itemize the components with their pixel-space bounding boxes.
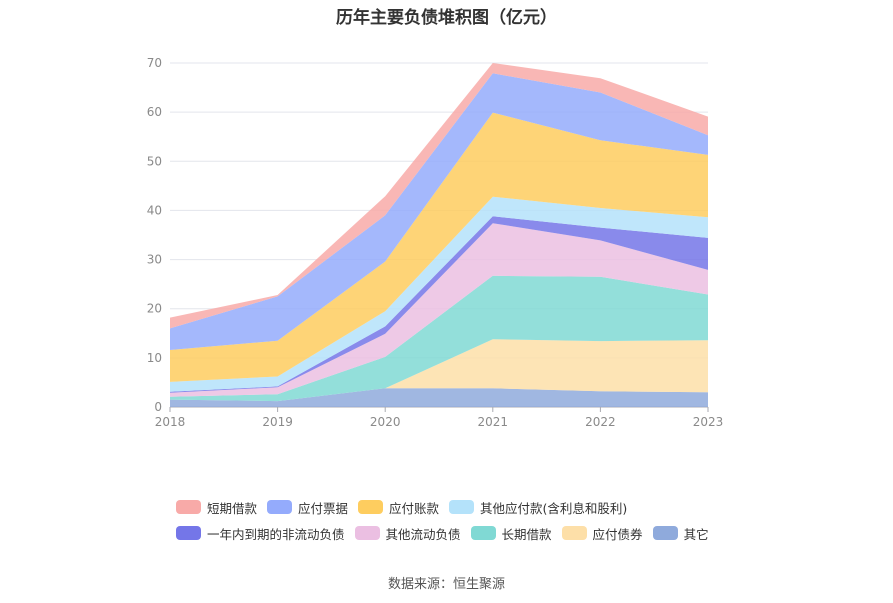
legend-item[interactable]: 其它: [652, 524, 709, 543]
y-tick-label: 20: [147, 302, 162, 316]
legend-label: 应付账款: [389, 500, 440, 516]
legend-label: 应付债券: [592, 526, 643, 542]
legend-swatch: [176, 500, 201, 514]
legend-swatch: [354, 526, 380, 540]
y-tick-label: 70: [147, 56, 162, 70]
legend-row: 短期借款 应付票据 应付账款 其他应付款(含利息和股利): [176, 494, 776, 520]
area-series: [170, 73, 708, 351]
area-series: [170, 275, 708, 402]
x-tick-label: 2018: [155, 415, 186, 429]
legend-label: 短期借款: [207, 500, 258, 516]
x-tick-label: 2023: [693, 415, 724, 429]
legend-label: 应付票据: [298, 500, 349, 516]
chart-legend: 短期借款 应付票据 应付账款 其他应付款(含利息和股利) 一年内到期的非流动负债 其他流动…: [176, 494, 776, 546]
legend-label: 其他流动负债: [385, 526, 461, 542]
x-tick-label: 2022: [585, 415, 616, 429]
legend-swatch: [176, 526, 201, 540]
y-tick-label: 30: [147, 253, 162, 267]
area-series: [170, 388, 708, 407]
legend-label: 长期借款: [501, 526, 552, 542]
legend-swatch: [267, 500, 293, 514]
area-series: [170, 112, 708, 382]
legend-swatch: [652, 526, 678, 540]
area-series: [170, 339, 708, 402]
legend-label: 其他应付款(含利息和股利): [480, 500, 628, 516]
legend-swatch: [449, 500, 475, 514]
legend-item[interactable]: 短期借款: [176, 498, 257, 517]
x-tick-label: 2021: [478, 415, 509, 429]
legend-item[interactable]: 长期借款: [470, 524, 552, 543]
legend-swatch: [470, 526, 496, 540]
y-tick-label: 60: [147, 105, 162, 119]
data-source-note: 数据来源：恒生聚源: [387, 577, 505, 592]
legend-row: 一年内到期的非流动负债 其他流动负债 长期借款 应付债券 其它: [176, 520, 776, 546]
chart-title: 历年主要负债堆积图（亿元）: [336, 8, 557, 28]
legend-swatch: [561, 526, 587, 540]
legend-label: 其它: [683, 526, 709, 542]
y-tick-label: 40: [147, 203, 162, 217]
y-tick-label: 0: [154, 400, 162, 414]
area-series: [170, 223, 708, 397]
area-series: [170, 216, 708, 393]
legend-item[interactable]: 应付票据: [267, 498, 348, 517]
legend-swatch: [358, 500, 384, 514]
y-tick-label: 50: [147, 154, 162, 168]
legend-item[interactable]: 其他流动负债: [354, 524, 461, 543]
legend-item[interactable]: 应付债券: [561, 524, 643, 543]
legend-item[interactable]: 应付账款: [358, 498, 439, 517]
y-tick-label: 10: [147, 351, 162, 365]
area-series: [170, 196, 708, 392]
legend-item[interactable]: 其他应付款(含利息和股利): [449, 498, 627, 517]
x-tick-label: 2019: [262, 415, 293, 429]
legend-label: 一年内到期的非流动负债: [207, 526, 345, 542]
legend-item[interactable]: 一年内到期的非流动负债: [176, 524, 345, 543]
x-tick-label: 2020: [370, 415, 401, 429]
